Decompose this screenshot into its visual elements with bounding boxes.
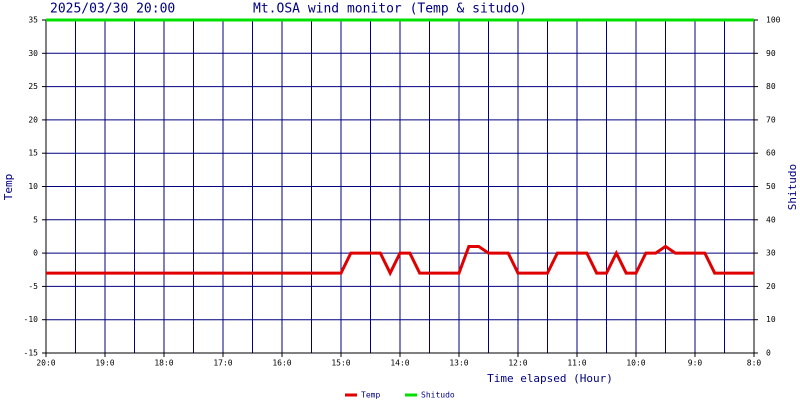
- x-tick-label: 11:0: [567, 359, 586, 368]
- y-tick-label: -10: [24, 315, 39, 324]
- x-tick-label: 13:0: [449, 359, 468, 368]
- x-tick-label: 9:0: [688, 359, 703, 368]
- y-tick-label: 30: [28, 49, 38, 58]
- x-axis-label: Time elapsed (Hour): [487, 372, 613, 385]
- x-tick-label: 15:0: [331, 359, 350, 368]
- y2-tick-label: 60: [766, 149, 776, 158]
- y-tick-label: 0: [33, 249, 38, 258]
- y-tick-label: -15: [24, 349, 39, 358]
- x-tick-label: 16:0: [272, 359, 291, 368]
- y2-tick-label: 30: [766, 249, 776, 258]
- y2-tick-label: 0: [766, 349, 771, 358]
- y-tick-label: 25: [28, 82, 38, 91]
- y-tick-label: 10: [28, 182, 38, 191]
- y2-tick-label: 70: [766, 115, 776, 124]
- x-tick-label: 18:0: [154, 359, 173, 368]
- y2-tick-label: 20: [766, 282, 776, 291]
- y-tick-label: 35: [28, 16, 38, 25]
- y2-tick-label: 80: [766, 82, 776, 91]
- chart-subtitle: 2025/03/30 20:00: [50, 2, 175, 17]
- legend-label: Temp: [361, 391, 380, 400]
- y-tick-label: -5: [28, 282, 38, 291]
- x-tick-label: 12:0: [508, 359, 527, 368]
- y2-tick-label: 100: [766, 16, 781, 25]
- y2-tick-label: 10: [766, 315, 776, 324]
- x-tick-label: 19:0: [95, 359, 114, 368]
- y2-tick-label: 90: [766, 49, 776, 58]
- x-tick-label: 10:0: [626, 359, 645, 368]
- legend-label: Shitudo: [421, 391, 455, 400]
- x-tick-label: 8:0: [747, 359, 762, 368]
- x-tick-label: 17:0: [213, 359, 232, 368]
- x-tick-label: 20:0: [36, 359, 55, 368]
- y-tick-label: 5: [33, 215, 38, 224]
- chart-title: Mt.OSA wind monitor (Temp & situdo): [253, 2, 527, 17]
- y-axis-label: Temp: [2, 174, 15, 201]
- series-line: [46, 244, 754, 277]
- y-tick-label: 15: [28, 149, 38, 158]
- y2-tick-label: 40: [766, 215, 776, 224]
- y-tick-label: 20: [28, 115, 38, 124]
- x-tick-label: 14:0: [390, 359, 409, 368]
- y2-tick-label: 50: [766, 182, 776, 191]
- y2-axis-label: Shitudo: [786, 164, 799, 210]
